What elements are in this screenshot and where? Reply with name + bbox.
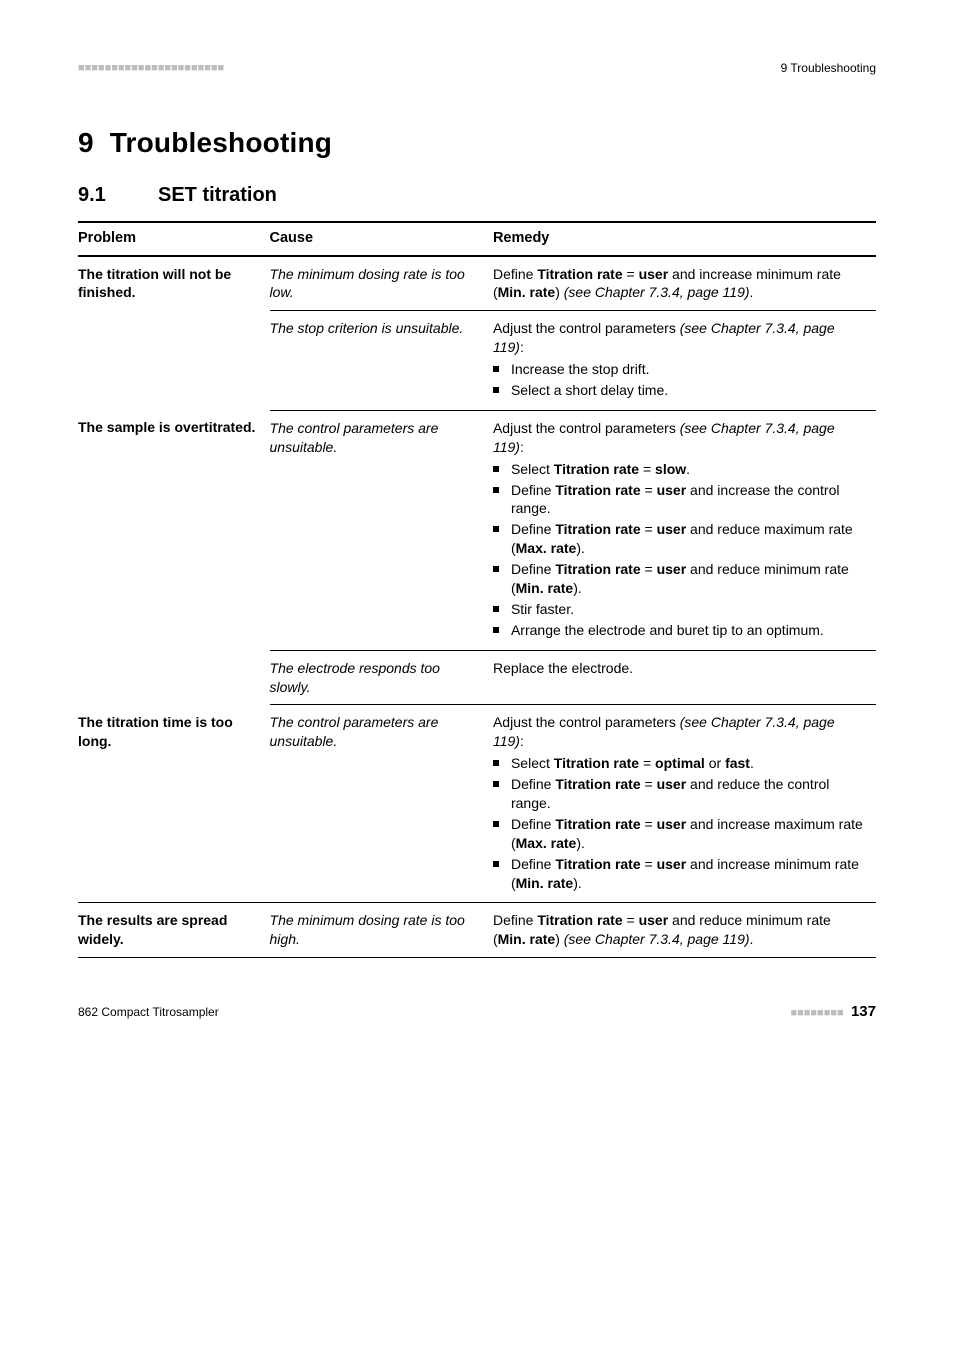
section-heading: 9.1SET titration (78, 182, 876, 209)
remedy-cell: Adjust the control parameters (see Chapt… (493, 705, 876, 903)
page-footer: 862 Compact Titrosampler ■■■■■■■■ 137 (78, 1002, 876, 1022)
remedy-list: Increase the stop drift. Select a short d… (493, 360, 866, 400)
problem-cell: The sample is overtitrated. (78, 410, 270, 705)
remedy-text: Define Titration rate = user and increas… (493, 265, 866, 303)
remedy-item: Define Titration rate = user and reduce … (493, 520, 866, 558)
table-row: The titration time is too long.The contr… (78, 705, 876, 903)
table-row: The sample is overtitrated.The control p… (78, 410, 876, 650)
cause-cell: The control parameters are unsuitable. (270, 410, 493, 650)
chapter-heading: 9 Troubleshooting (78, 124, 876, 162)
header-squares: ■■■■■■■■■■■■■■■■■■■■■■ (78, 61, 224, 76)
footer-product: 862 Compact Titrosampler (78, 1004, 219, 1020)
remedy-cell: Define Titration rate = user and increas… (493, 256, 876, 311)
footer-squares: ■■■■■■■■ (790, 1007, 843, 1019)
remedy-item: Define Titration rate = user and reduce … (493, 560, 866, 598)
remedy-cell: Replace the electrode. (493, 650, 876, 705)
col-cause: Cause (270, 222, 493, 256)
problem-cell: The titration will not be finished. (78, 256, 270, 411)
cause-cell: The control parameters are unsuitable. (270, 705, 493, 903)
cause-cell: The electrode responds too slowly. (270, 650, 493, 705)
remedy-intro: Adjust the control parameters (see Chapt… (493, 419, 866, 457)
remedy-cell: Define Titration rate = user and reduce … (493, 903, 876, 958)
remedy-item: Arrange the electrode and buret tip to a… (493, 621, 866, 640)
section-title: SET titration (158, 184, 277, 206)
running-header: ■■■■■■■■■■■■■■■■■■■■■■ 9 Troubleshooting (78, 60, 876, 76)
remedy-item: Define Titration rate = user and increas… (493, 481, 866, 519)
header-title: 9 Troubleshooting (781, 60, 876, 76)
remedy-item: Define Titration rate = user and reduce … (493, 775, 866, 813)
footer-page: ■■■■■■■■ 137 (790, 1002, 876, 1022)
section-number: 9.1 (78, 182, 158, 209)
col-problem: Problem (78, 222, 270, 256)
remedy-text: Define Titration rate = user and reduce … (493, 911, 866, 949)
remedy-item: Define Titration rate = user and increas… (493, 815, 866, 853)
problem-cell: The results are spread widely. (78, 903, 270, 958)
remedy-item: Increase the stop drift. (493, 360, 866, 379)
cause-cell: The minimum dosing rate is too high. (270, 903, 493, 958)
remedy-list: Select Titration rate = optimal or fast.… (493, 754, 866, 892)
remedy-item: Stir faster. (493, 600, 866, 619)
remedy-cell: Adjust the control parameters (see Chapt… (493, 410, 876, 650)
remedy-intro: Adjust the control parameters (see Chapt… (493, 319, 866, 357)
chapter-number: 9 (78, 127, 94, 158)
chapter-title: Troubleshooting (110, 127, 332, 158)
footer-page-number: 137 (851, 1003, 876, 1020)
remedy-item: Select Titration rate = slow. (493, 460, 866, 479)
remedy-item: Define Titration rate = user and increas… (493, 855, 866, 893)
table-header-row: Problem Cause Remedy (78, 222, 876, 256)
remedy-item: Select Titration rate = optimal or fast. (493, 754, 866, 773)
remedy-item: Select a short delay time. (493, 381, 866, 400)
table-row: The results are spread widely.The minimu… (78, 903, 876, 958)
remedy-intro: Adjust the control parameters (see Chapt… (493, 713, 866, 751)
cause-cell: The stop criterion is unsuitable. (270, 311, 493, 411)
cause-cell: The minimum dosing rate is too low. (270, 256, 493, 311)
col-remedy: Remedy (493, 222, 876, 256)
remedy-text: Replace the electrode. (493, 659, 866, 678)
remedy-cell: Adjust the control parameters (see Chapt… (493, 311, 876, 411)
problem-cell: The titration time is too long. (78, 705, 270, 903)
troubleshooting-table: Problem Cause Remedy The titration will … (78, 221, 876, 958)
table-row: The titration will not be finished.The m… (78, 256, 876, 311)
remedy-list: Select Titration rate = slow. Define Titr… (493, 460, 866, 640)
